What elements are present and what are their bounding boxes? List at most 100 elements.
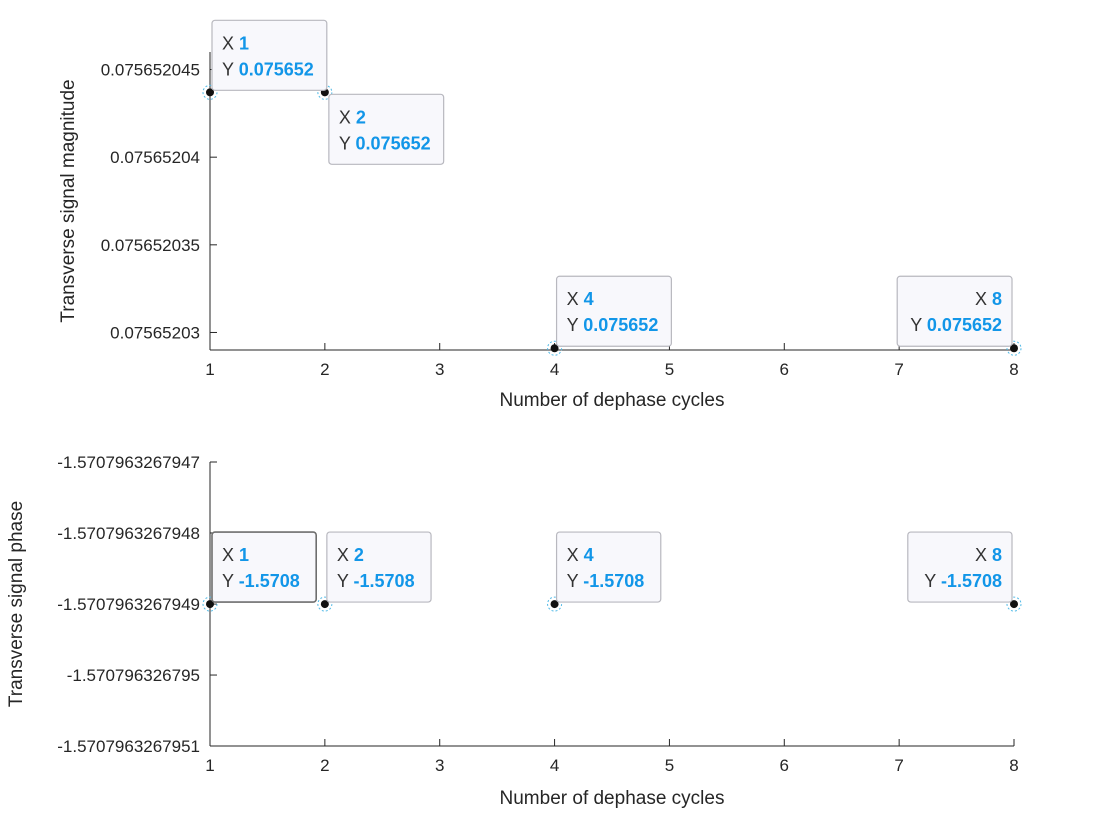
datatip-y-key: Y — [567, 315, 584, 335]
data-point-halo — [1006, 596, 1022, 612]
x-tick-label: 6 — [780, 360, 789, 379]
datatip-y-value: 0.075652 — [583, 315, 658, 335]
datatip-box[interactable] — [211, 19, 328, 91]
datatip-box[interactable] — [211, 531, 317, 603]
y-tick-label: 0.075652035 — [101, 236, 200, 255]
datatip-x-key: X — [222, 33, 239, 53]
datatip[interactable]: X 4 Y -1.5708 — [555, 531, 662, 603]
x-tick-label: 1 — [205, 756, 214, 775]
data-point[interactable] — [206, 600, 214, 609]
datatip-y-key: Y — [222, 59, 239, 79]
y-tick-label: -1.5707963267947 — [57, 453, 200, 472]
datatip[interactable]: X 4Y 0.075652 — [555, 275, 672, 347]
datatip-x-value: 8 — [992, 289, 1002, 309]
datatip-x-key: X — [222, 545, 239, 565]
x-tick-label: 3 — [435, 360, 444, 379]
datatip-x-row: X 8 — [975, 545, 1002, 565]
datatip-y-key: Y — [337, 571, 354, 591]
y-tick-label: -1.570796326795 — [67, 666, 200, 685]
datatip-y-value: -1.5708 — [239, 571, 300, 591]
x-tick-label: 2 — [320, 756, 329, 775]
datatip-x-row: X 2 — [337, 545, 364, 565]
x-tick-label: 4 — [550, 360, 559, 379]
datatip-y-row: Y -1.5708 — [924, 571, 1002, 591]
y-tick-label: -1.5707963267948 — [57, 524, 200, 543]
datatip-y-row: Y 0.075652 — [339, 133, 431, 153]
data-point[interactable] — [550, 344, 559, 353]
datatip-y-row: Y -1.5708 — [567, 571, 645, 591]
datatip-y-row: Y 0.075652 — [567, 315, 659, 335]
data-point[interactable] — [1010, 600, 1018, 609]
data-point[interactable] — [550, 600, 559, 609]
data-point[interactable] — [320, 600, 329, 609]
data-point-halo — [547, 340, 563, 356]
x-axis-title: Number of dephase cycles — [500, 788, 725, 809]
datatip-x-key: X — [337, 545, 354, 565]
datatip-box[interactable] — [907, 531, 1013, 603]
data-point-halo — [202, 596, 218, 612]
datatip-x-key: X — [567, 289, 584, 309]
y-axis-title: Transverse signal magnitude — [58, 79, 79, 322]
x-axis-title: Number of dephase cycles — [500, 390, 725, 411]
datatip-y-row: Y 0.075652 — [910, 315, 1002, 335]
datatip-x-value: 2 — [356, 107, 366, 127]
y-tick-label: 0.07565203 — [110, 323, 200, 342]
datatip-x-row: X 2 — [339, 107, 366, 127]
data-point-halo — [317, 596, 333, 612]
datatip[interactable]: X 1Y -1.5708 — [211, 531, 317, 603]
data-point[interactable] — [1010, 344, 1018, 353]
datatip[interactable]: X 2 Y 0.075652 — [328, 93, 445, 165]
datatip-x-value: 1 — [239, 545, 249, 565]
x-tick-label: 8 — [1009, 360, 1018, 379]
datatip[interactable]: X 8 Y 0.075652 — [896, 275, 1013, 347]
data-point-halo — [1006, 340, 1022, 356]
datatip[interactable]: X 2 Y -1.5708 — [326, 531, 432, 603]
datatip-x-value: 8 — [992, 545, 1002, 565]
datatip-x-key: X — [975, 545, 992, 565]
x-tick-label: 2 — [320, 360, 329, 379]
datatip-box[interactable] — [555, 531, 662, 603]
datatip[interactable]: X 1Y 0.075652 — [211, 19, 328, 91]
datatip-y-value: 0.075652 — [239, 59, 314, 79]
datatip-x-row: X 8 — [975, 289, 1002, 309]
data-point-halo — [202, 84, 218, 100]
datatip-y-row: Y -1.5708 — [337, 571, 415, 591]
y-tick-label: 0.07565204 — [110, 148, 200, 167]
datatip-y-row: Y 0.075652 — [222, 59, 314, 79]
datatip-box[interactable] — [555, 275, 672, 347]
datatip-y-key: Y — [339, 133, 356, 153]
y-tick-label: -1.5707963267951 — [57, 737, 200, 756]
datatip-box[interactable] — [328, 93, 445, 165]
datatip-y-key: Y — [567, 571, 584, 591]
datatip-x-key: X — [339, 107, 356, 127]
datatip[interactable]: X 8 Y -1.5708 — [907, 531, 1013, 603]
datatip-y-key: Y — [910, 315, 927, 335]
y-tick-label: 0.075652045 — [101, 61, 200, 80]
datatip-x-value: 4 — [584, 289, 594, 309]
axes-1: 1 2 3 4 5 6 7 8 0.07565203 0.075652035 0.07565204 0… — [58, 19, 1022, 411]
datatip-y-key: Y — [222, 571, 239, 591]
data-point-halo — [547, 596, 563, 612]
x-tick-label: 7 — [894, 360, 903, 379]
x-tick-label: 8 — [1009, 756, 1018, 775]
x-tick-label: 7 — [894, 756, 903, 775]
y-tick-label: -1.5707963267949 — [57, 595, 200, 614]
datatip-y-value: -1.5708 — [941, 571, 1002, 591]
datatip-x-row: X 4 — [567, 545, 594, 565]
x-tick-label: 6 — [780, 756, 789, 775]
datatip-y-value: -1.5708 — [354, 571, 415, 591]
datatip-x-key: X — [975, 289, 992, 309]
datatip-y-value: -1.5708 — [583, 571, 644, 591]
axes-2: 1 2 3 4 5 6 7 8 -1.5707963267947 -1.5707963267948… — [6, 453, 1022, 809]
x-tick-label: 5 — [665, 756, 674, 775]
datatip-x-key: X — [567, 545, 584, 565]
x-tick-label: 3 — [435, 756, 444, 775]
datatip-box[interactable] — [896, 275, 1013, 347]
x-tick-label: 4 — [550, 756, 559, 775]
datatip-x-row: X 4 — [567, 289, 594, 309]
datatip-y-row: Y -1.5708 — [222, 571, 300, 591]
x-tick-label: 5 — [665, 360, 674, 379]
datatip-box[interactable] — [326, 531, 432, 603]
data-point[interactable] — [206, 88, 214, 97]
